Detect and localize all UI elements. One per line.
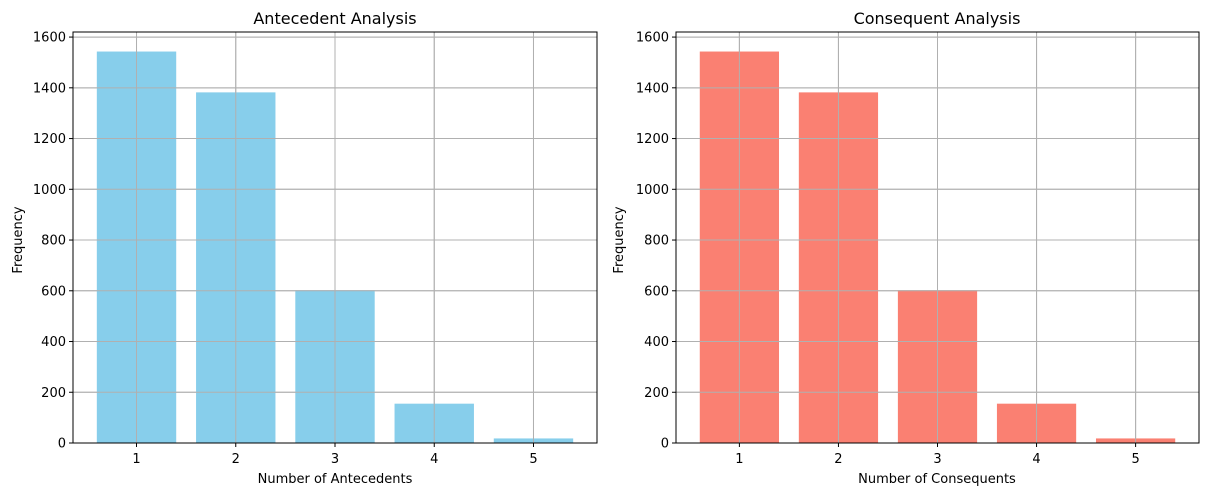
consequent-chart: Consequent Analysis Number of Consequent… [612,9,1200,487]
y-tick-label: 200 [644,386,669,401]
x-tick-label: 4 [1032,452,1040,467]
y-tick-label: 1400 [636,81,669,96]
x-axis-label: Number of Antecedents [258,472,413,487]
x-tick-label: 5 [1131,452,1139,467]
x-tick-label: 5 [529,452,537,467]
y-tick-label: 400 [644,335,669,350]
x-axis-label: Number of Consequents [858,472,1016,487]
x-tick-label: 2 [232,452,240,467]
y-axis-label: Frequency [11,206,26,273]
y-axis-label: Frequency [612,206,627,273]
y-tick-label: 200 [41,386,66,401]
y-tick-label: 1600 [33,31,66,46]
y-tick-label: 0 [58,437,66,452]
y-tick-label: 800 [41,234,66,249]
chart-title: Consequent Analysis [854,9,1021,28]
x-tick-label: 3 [331,452,339,467]
y-tick-label: 1000 [33,183,66,198]
x-tick-label: 1 [132,452,140,467]
y-tick-label: 600 [644,284,669,299]
y-tick-label: 1000 [636,183,669,198]
y-tick-label: 1400 [33,81,66,96]
x-tick-label: 4 [430,452,438,467]
x-tick-label: 3 [933,452,941,467]
y-tick-label: 1600 [636,31,669,46]
x-tick-label: 1 [735,452,743,467]
y-tick-label: 1200 [33,132,66,147]
y-tick-label: 400 [41,335,66,350]
y-tick-label: 1200 [636,132,669,147]
x-tick-label: 2 [834,452,842,467]
y-tick-label: 800 [644,234,669,249]
y-tick-label: 600 [41,284,66,299]
y-tick-label: 0 [661,437,669,452]
antecedent-chart: Antecedent Analysis Number of Antecedent… [11,9,598,487]
chart-title: Antecedent Analysis [253,9,416,28]
